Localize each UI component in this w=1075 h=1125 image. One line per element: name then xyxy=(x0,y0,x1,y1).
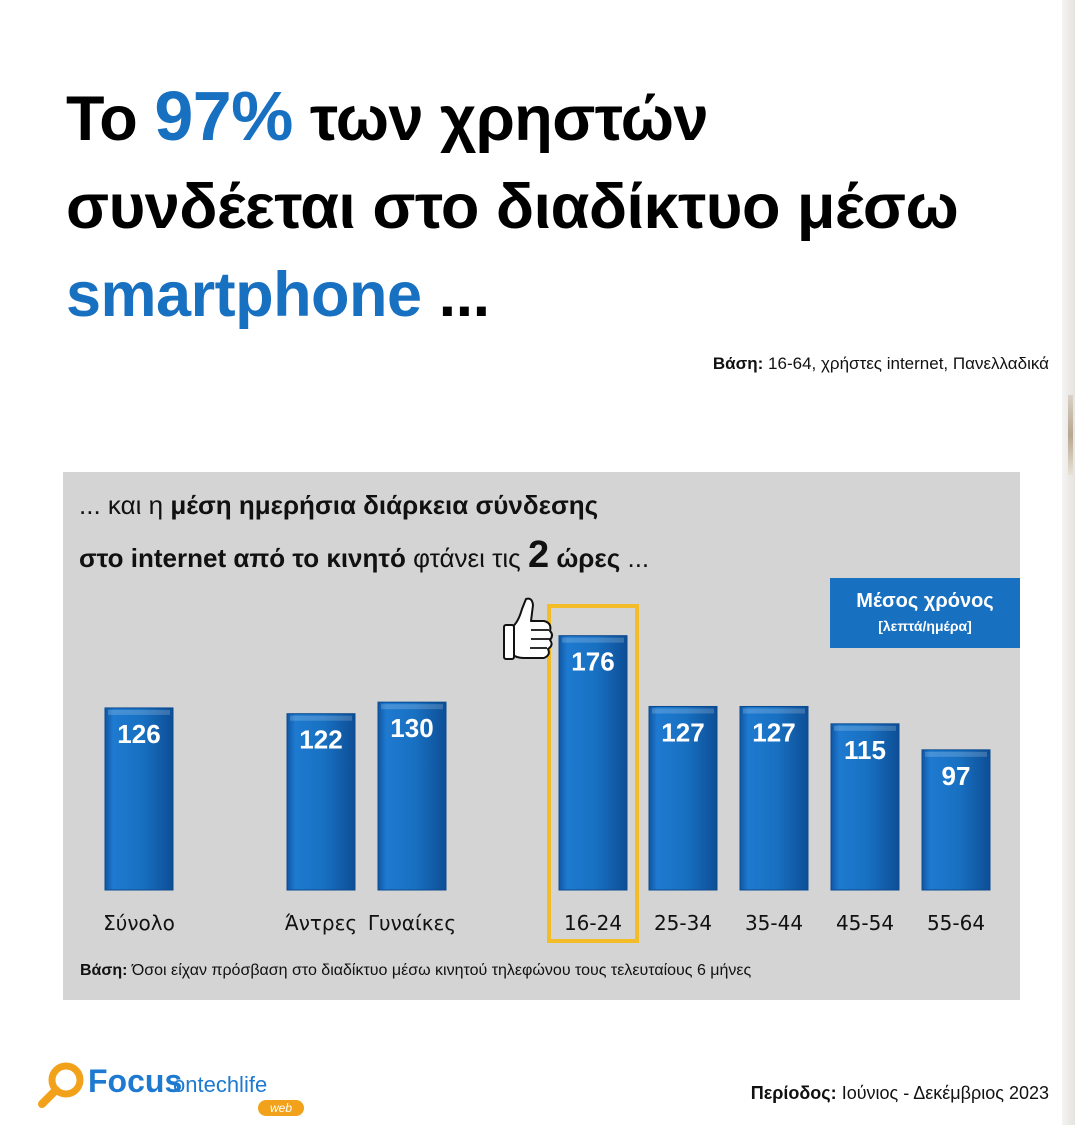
bar-16-24 xyxy=(558,635,628,891)
data-label-25-34: 127 xyxy=(661,717,704,747)
data-label-γυναίκες: 130 xyxy=(390,713,433,743)
base-bottom-label: Βάση: xyxy=(80,962,128,979)
category-label-25-34: 25-34 xyxy=(654,911,712,935)
legend-unit: [λεπτά/ημέρα] xyxy=(878,618,972,634)
base-top-text: 16-64, χρήστες internet, Πανελλαδικά xyxy=(768,354,1049,373)
bar-45-54 xyxy=(830,723,900,891)
bar-25-34 xyxy=(648,705,718,891)
highlight-frame xyxy=(547,604,639,943)
subtitle-l1-bold: μέση ημερήσια διάρκεια σύνδεσης xyxy=(170,490,599,520)
bar-highlight-35-44 xyxy=(743,708,805,714)
data-label-σύνολο: 126 xyxy=(117,719,160,749)
data-label-35-44: 127 xyxy=(752,717,795,747)
bar-highlight-25-34 xyxy=(652,708,714,714)
headline-line-2: συνδέεται στο διαδίκτυο μέσω xyxy=(66,172,959,242)
bar-γυναίκες xyxy=(377,701,447,891)
subtitle-l2-number: 2 xyxy=(527,534,550,576)
logo-tag: web xyxy=(270,1101,292,1115)
category-label-35-44: 35-44 xyxy=(745,911,803,935)
magnifier-icon xyxy=(38,1062,84,1108)
bar-highlight-16-24 xyxy=(562,637,624,643)
bar-σύνολο xyxy=(104,707,174,891)
base-top-label: Βάση: xyxy=(712,354,764,373)
bar-highlight-άντρες xyxy=(290,715,352,721)
category-label-16-24: 16-24 xyxy=(564,911,622,935)
focus-ontechlife-logo: Focus ontechlife web xyxy=(38,1062,304,1116)
subtitle-l1-pre: ... και η xyxy=(79,490,164,520)
headline-ellipsis: ... xyxy=(438,260,491,330)
category-label-45-54: 45-54 xyxy=(836,911,894,935)
legend-title: Μέσος χρόνος xyxy=(856,590,994,612)
category-label-γυναίκες: Γυναίκες xyxy=(368,911,456,935)
base-note-top: Βάση: 16-64, χρήστες internet, Πανελλαδι… xyxy=(713,354,1049,374)
headline-percentage: 97% xyxy=(154,77,293,155)
chart-panel: ... και η μέση ημερήσια διάρκεια σύνδεση… xyxy=(63,472,1020,1000)
period-text: Ιούνιος - Δεκέμβριος 2023 xyxy=(841,1083,1049,1103)
bar-highlight-55-64 xyxy=(925,751,987,757)
category-label-σύνολο: Σύνολο xyxy=(103,911,175,935)
thumbs-up-icon xyxy=(503,597,553,660)
category-label-55-64: 55-64 xyxy=(927,911,985,935)
headline: Το 97% των χρηστών συνδέεται στο διαδίκτ… xyxy=(66,72,1026,339)
data-label-16-24: 176 xyxy=(571,647,614,677)
subtitle-l2-mid: φτάνει τις xyxy=(413,543,521,573)
bar-άντρες xyxy=(286,713,356,891)
data-label-55-64: 97 xyxy=(942,761,971,791)
data-label-άντρες: 122 xyxy=(299,725,342,755)
bar-highlight-45-54 xyxy=(834,725,896,731)
logo-word: Focus xyxy=(88,1063,182,1099)
chart-subtitle: ... και η μέση ημερήσια διάρκεια σύνδεση… xyxy=(79,480,979,583)
headline-line-3: smartphone ... xyxy=(66,251,1026,339)
headline-smartphone: smartphone xyxy=(66,260,422,330)
subtitle-l2-unit: ώρες xyxy=(556,543,621,573)
headline-pre: Το xyxy=(66,84,138,154)
page-edge-decoration xyxy=(1062,0,1075,1125)
bar-highlight-γυναίκες xyxy=(381,704,443,710)
period-label: Περίοδος: xyxy=(750,1083,837,1103)
data-label-45-54: 115 xyxy=(844,735,886,765)
base-bottom-text: Όσοι είχαν πρόσβαση στο διαδίκτυο μέσω κ… xyxy=(131,962,752,979)
base-note-bottom: Βάση: Όσοι είχαν πρόσβαση στο διαδίκτυο … xyxy=(80,962,751,980)
period-note: Περίοδος: Ιούνιος - Δεκέμβριος 2023 xyxy=(751,1083,1049,1104)
bar-55-64 xyxy=(921,749,991,891)
subtitle-line-1: ... και η μέση ημερήσια διάρκεια σύνδεση… xyxy=(79,480,979,530)
bar-35-44 xyxy=(739,705,809,891)
bar-chart: 126 Σύνολο 122 Άντρες 130 Γυναίκες 176 16-24 127… xyxy=(103,597,991,943)
headline-line1-rest: των χρηστών xyxy=(309,84,709,154)
subtitle-l2-bold: στο internet από το κινητό xyxy=(79,543,406,573)
bar-highlight-σύνολο xyxy=(108,709,170,715)
subtitle-l2-end: ... xyxy=(627,543,650,573)
headline-line-1: Το 97% των χρηστών xyxy=(66,72,1026,163)
category-label-άντρες: Άντρες xyxy=(285,911,357,935)
subtitle-line-2: στο internet από το κινητό φτάνει τις 2 … xyxy=(79,530,979,583)
logo-rest: ontechlife xyxy=(173,1072,267,1097)
legend-box: Μέσος χρόνος [λεπτά/ημέρα] xyxy=(830,578,1020,648)
